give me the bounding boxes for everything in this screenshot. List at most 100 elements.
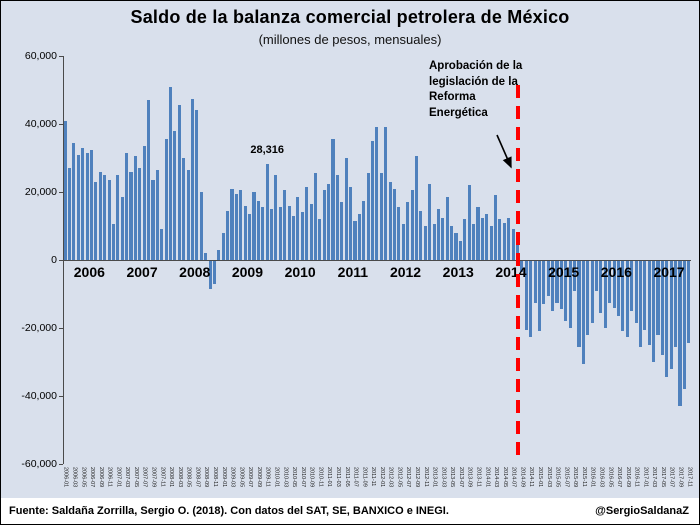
- y-tick-mark: [59, 328, 63, 329]
- x-tick-label: 2012-11: [422, 467, 429, 487]
- x-tick-label: 2017-07: [668, 467, 675, 488]
- bar: [529, 260, 533, 337]
- x-tick-label: 2016-05: [607, 467, 614, 488]
- year-label: 2017: [653, 264, 685, 280]
- bar: [687, 260, 691, 344]
- x-tick-label: 2010-05: [291, 467, 298, 488]
- bar: [67, 168, 72, 260]
- bar: [243, 205, 247, 260]
- x-tick-label: 2006-05: [80, 467, 87, 488]
- bar: [81, 147, 85, 260]
- bar: [463, 219, 467, 260]
- bar: [160, 229, 164, 260]
- bar: [551, 260, 555, 311]
- bar: [169, 86, 173, 260]
- x-tick-label: 2015-09: [572, 467, 579, 488]
- y-tick-mark: [59, 260, 63, 261]
- x-tick-label: 2007-03: [124, 467, 131, 488]
- year-label: 2009: [231, 264, 264, 280]
- bar: [577, 260, 581, 347]
- bar: [274, 175, 278, 260]
- x-tick-label: 2008-01: [168, 467, 175, 488]
- x-tick-label: 2007-11: [159, 467, 166, 487]
- x-tick-label: 2013-07: [457, 467, 464, 488]
- bar: [265, 163, 269, 260]
- bar: [177, 105, 181, 260]
- bar: [234, 193, 238, 260]
- bar: [625, 260, 629, 337]
- bar: [138, 168, 142, 260]
- bar: [248, 214, 252, 260]
- y-tick-mark: [59, 464, 63, 465]
- bar: [133, 156, 137, 260]
- x-tick-label: 2006-07: [89, 467, 96, 488]
- bar: [94, 181, 98, 260]
- bar: [647, 260, 651, 345]
- bar: [520, 260, 524, 272]
- bar: [221, 232, 225, 260]
- source-text: Fuente: Saldaña Zorrilla, Sergio O. (201…: [9, 505, 449, 517]
- bar: [573, 260, 577, 291]
- bar: [344, 158, 348, 260]
- bar: [507, 217, 511, 260]
- footer: Fuente: Saldaña Zorrilla, Sergio O. (201…: [1, 498, 699, 524]
- bar: [252, 192, 256, 260]
- bar: [340, 202, 344, 260]
- bar: [476, 207, 480, 260]
- bar: [296, 197, 300, 260]
- bar: [423, 226, 427, 260]
- bar: [199, 192, 203, 260]
- bar: [428, 183, 432, 260]
- bar: [436, 209, 440, 260]
- bar: [353, 220, 357, 260]
- bar: [594, 260, 599, 291]
- chart-subtitle: (millones de pesos, mensuales): [258, 32, 442, 47]
- bar: [410, 190, 414, 260]
- bar: [586, 260, 590, 335]
- x-tick-label: 2006-03: [71, 467, 78, 488]
- bar: [502, 222, 506, 260]
- y-tick-label: 40,000: [24, 118, 57, 130]
- x-tick-label: 2006-09: [97, 467, 104, 488]
- bar: [590, 260, 594, 323]
- x-tick-label: 2016-07: [616, 467, 623, 488]
- bar: [388, 181, 392, 260]
- bar: [309, 203, 313, 260]
- bar: [305, 186, 309, 260]
- bar: [366, 173, 370, 260]
- bar: [414, 156, 419, 260]
- bar: [116, 175, 120, 260]
- bar: [652, 260, 656, 362]
- bar: [270, 209, 274, 260]
- bar: [546, 260, 550, 296]
- bar: [217, 249, 221, 260]
- year-label: 2012: [389, 264, 422, 280]
- y-tick-mark: [59, 56, 63, 57]
- bar: [120, 197, 124, 260]
- bar: [458, 241, 462, 260]
- bar: [669, 260, 673, 369]
- x-tick-label: 2015-03: [545, 467, 552, 488]
- bar: [445, 197, 449, 260]
- bar: [327, 183, 331, 260]
- bar: [190, 98, 195, 260]
- x-tick-label: 2013-11: [475, 467, 482, 487]
- x-tick-label: 2007-07: [141, 467, 148, 488]
- bar: [147, 100, 151, 260]
- x-tick-label: 2010-11: [317, 467, 324, 487]
- x-tick-label: 2006-01: [62, 467, 69, 488]
- bar: [621, 260, 625, 332]
- bar: [291, 215, 296, 260]
- bar: [103, 175, 107, 260]
- x-tick-label: 2014-09: [519, 467, 526, 488]
- x-tick-label: 2014-07: [510, 467, 517, 488]
- bar: [564, 260, 568, 322]
- bar: [489, 226, 493, 260]
- x-tick-label: 2014-11: [528, 467, 535, 487]
- year-label: 2008: [179, 264, 211, 280]
- bar: [230, 188, 234, 260]
- bar: [195, 110, 199, 260]
- event-annotation: Aprobación de la legislación de la Refor…: [429, 60, 523, 119]
- x-tick-label: 2011-07: [352, 467, 359, 487]
